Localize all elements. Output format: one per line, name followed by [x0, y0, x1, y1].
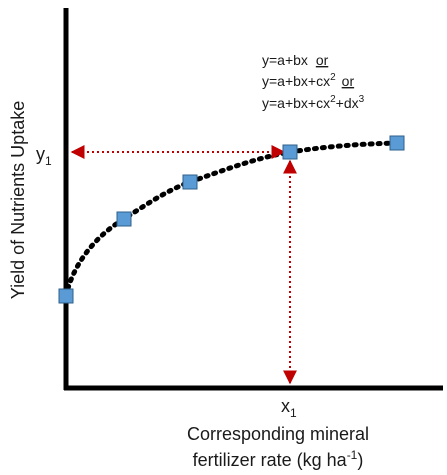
equation-line-1: y=a+bx or: [262, 52, 329, 68]
data-point: [58, 288, 74, 304]
y1-marker: y1: [36, 144, 52, 168]
data-point-highlight: [282, 144, 298, 160]
x-axis-title-line2: fertilizer rate (kg ha-1): [193, 448, 364, 470]
equation-line-2: y=a+bx+cx2 or: [262, 72, 354, 89]
y-axis-title: Yield of Nutrients Uptake: [8, 101, 28, 299]
x1-marker: x1: [281, 396, 297, 420]
equation-line-3: y=a+bx+cx2+dx3: [262, 94, 365, 111]
response-curve: [63, 140, 400, 299]
data-point: [389, 135, 405, 151]
data-point: [182, 174, 198, 190]
data-point: [116, 211, 132, 227]
x-axis-title-line1: Corresponding mineral: [187, 424, 369, 444]
